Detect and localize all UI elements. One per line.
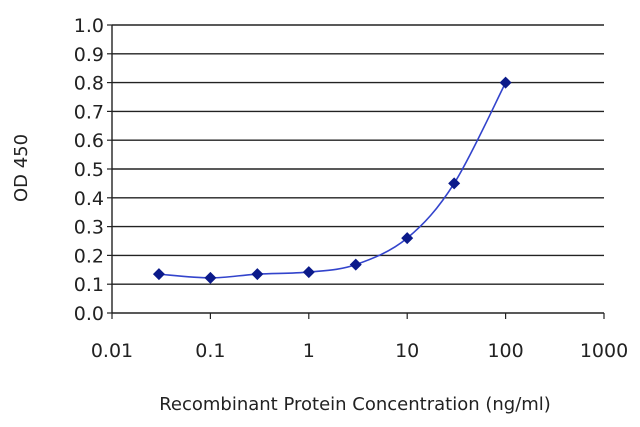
data-point bbox=[401, 232, 414, 245]
x-axis-title: Recombinant Protein Concentration (ng/ml… bbox=[159, 394, 551, 415]
data-point bbox=[302, 266, 315, 279]
point-layer bbox=[152, 76, 512, 284]
y-tick-label: 1.0 bbox=[74, 15, 104, 37]
data-point bbox=[204, 271, 217, 284]
y-tick-label: 0.5 bbox=[74, 159, 104, 181]
y-tick-label: 0.4 bbox=[74, 188, 104, 210]
data-point bbox=[448, 177, 461, 190]
y-tick-label: 0.3 bbox=[74, 217, 104, 239]
x-tick-label: 0.1 bbox=[195, 340, 225, 362]
label-layer: 0.0 0.1 0.2 0.3 0.4 0.5 0.6 0.7 0.8 0.9 1.0 0.01 0.1… bbox=[74, 15, 628, 362]
data-point bbox=[349, 258, 362, 271]
x-tick-label: 0.01 bbox=[91, 340, 133, 362]
y-tick-label: 0.0 bbox=[74, 303, 104, 325]
x-tick-label: 1000 bbox=[580, 340, 628, 362]
y-axis-title: OD 450 bbox=[11, 134, 32, 202]
axis-layer bbox=[107, 24, 605, 319]
y-tick-label: 0.6 bbox=[74, 130, 104, 152]
x-tick-label: 10 bbox=[395, 340, 419, 362]
data-point bbox=[499, 76, 512, 89]
y-tick-label: 0.7 bbox=[74, 101, 104, 123]
y-tick-label: 0.2 bbox=[74, 245, 104, 267]
y-tick-label: 0.9 bbox=[74, 44, 104, 66]
x-tick-label: 100 bbox=[487, 340, 523, 362]
grid-layer bbox=[112, 24, 604, 285]
y-tick-label: 0.8 bbox=[74, 73, 104, 95]
data-point bbox=[152, 268, 165, 281]
x-tick-label: 1 bbox=[303, 340, 315, 362]
data-point bbox=[251, 268, 264, 281]
y-tick-label: 0.1 bbox=[74, 274, 104, 296]
